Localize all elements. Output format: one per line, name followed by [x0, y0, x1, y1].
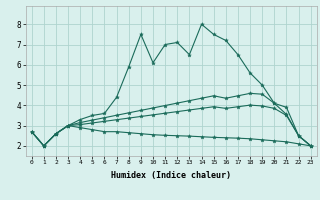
X-axis label: Humidex (Indice chaleur): Humidex (Indice chaleur) [111, 171, 231, 180]
